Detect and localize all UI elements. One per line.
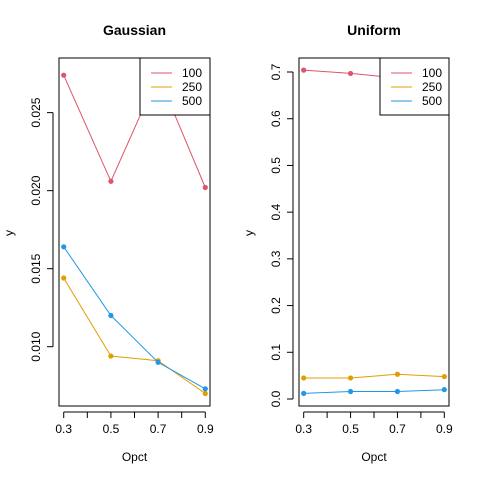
y-tick-label: 0.025 [29, 97, 43, 127]
uniform-panel: Uniform Opct y 0.3 0.5 0.7 0.90.00.10.20.30… [242, 22, 453, 464]
y-tick-label: 0.7 [269, 63, 283, 80]
y-tick-label: 0.3 [269, 250, 283, 267]
plot-frame [58, 57, 211, 407]
y-tick-label: 0.015 [29, 253, 43, 283]
data-point-100 [108, 178, 114, 184]
legend-label-250: 250 [422, 80, 442, 94]
y-tick-label: 0.0 [269, 390, 283, 407]
data-point-100 [202, 184, 208, 191]
gaussian-panel: Gaussian Opct y 0.3 0.5 0.7 0.90.0100.0150.… [2, 22, 214, 464]
x-tick-label: 0.9 [436, 422, 453, 436]
data-point-250 [202, 390, 208, 397]
y-tick-label: 0.6 [269, 110, 283, 127]
chart-title: Gaussian [103, 22, 166, 38]
legend-label-100: 100 [422, 66, 442, 80]
plot-frame [298, 57, 450, 407]
x-tick-label: 0.9 [197, 422, 214, 436]
data-point-500 [155, 359, 161, 365]
legend-label-250: 250 [182, 80, 202, 94]
legend-label-500: 500 [182, 94, 202, 108]
series-line-250 [63, 277, 206, 394]
data-point-250 [61, 275, 67, 281]
plot-area: 0.3 0.5 0.7 0.9 0.010 0.015 0.020 0.025 10025050… [29, 57, 214, 436]
data-point-100 [61, 72, 67, 78]
x-tick-label: 0.7 [150, 422, 167, 436]
series-line-100 [63, 73, 206, 188]
chart-title: Uniform [347, 22, 401, 38]
data-point-500 [108, 312, 114, 319]
data-point-500 [394, 388, 401, 395]
x-tick-label: 0.3 [295, 422, 312, 436]
legend-label-100: 100 [182, 66, 202, 80]
x-tick-label: 0.5 [103, 422, 120, 436]
legend-box [379, 57, 450, 116]
series-line-250 [303, 373, 445, 379]
data-point-100 [301, 67, 307, 73]
y-axis-label: y [242, 230, 256, 236]
data-point-100 [347, 70, 354, 77]
y-tick-label: 0.010 [29, 331, 43, 361]
x-tick-label: 0.5 [342, 422, 359, 436]
data-point-250 [301, 375, 307, 381]
x-tick-label: 0.3 [55, 422, 72, 436]
x-tick-label: 0.7 [389, 422, 406, 436]
y-tick-label: 0.1 [269, 344, 283, 361]
data-point-250 [394, 371, 401, 377]
y-axis-label: y [2, 230, 16, 236]
y-tick-label: 0.5 [269, 157, 283, 174]
series-line-500 [303, 389, 445, 394]
data-point-500 [441, 387, 447, 393]
data-point-500 [301, 390, 307, 396]
series-line-500 [63, 246, 206, 390]
plot-area: 0.3 0.5 0.7 0.9 0.0 0.1 0.2 0.3 0.4 0.5 0.6 0.7 1002… [269, 57, 453, 436]
y-tick-label: 0.020 [29, 175, 43, 205]
data-point-250 [347, 375, 354, 381]
y-tick-label: 0.2 [269, 297, 283, 314]
data-point-500 [61, 244, 67, 250]
data-point-500 [202, 386, 208, 392]
y-tick-label: 0.4 [269, 203, 283, 220]
data-point-250 [441, 373, 447, 380]
x-axis-label: Opct [361, 450, 387, 464]
x-axis-label: Opct [122, 450, 148, 464]
legend-label-500: 500 [422, 94, 442, 108]
data-point-250 [108, 353, 114, 359]
data-point-500 [347, 388, 354, 395]
